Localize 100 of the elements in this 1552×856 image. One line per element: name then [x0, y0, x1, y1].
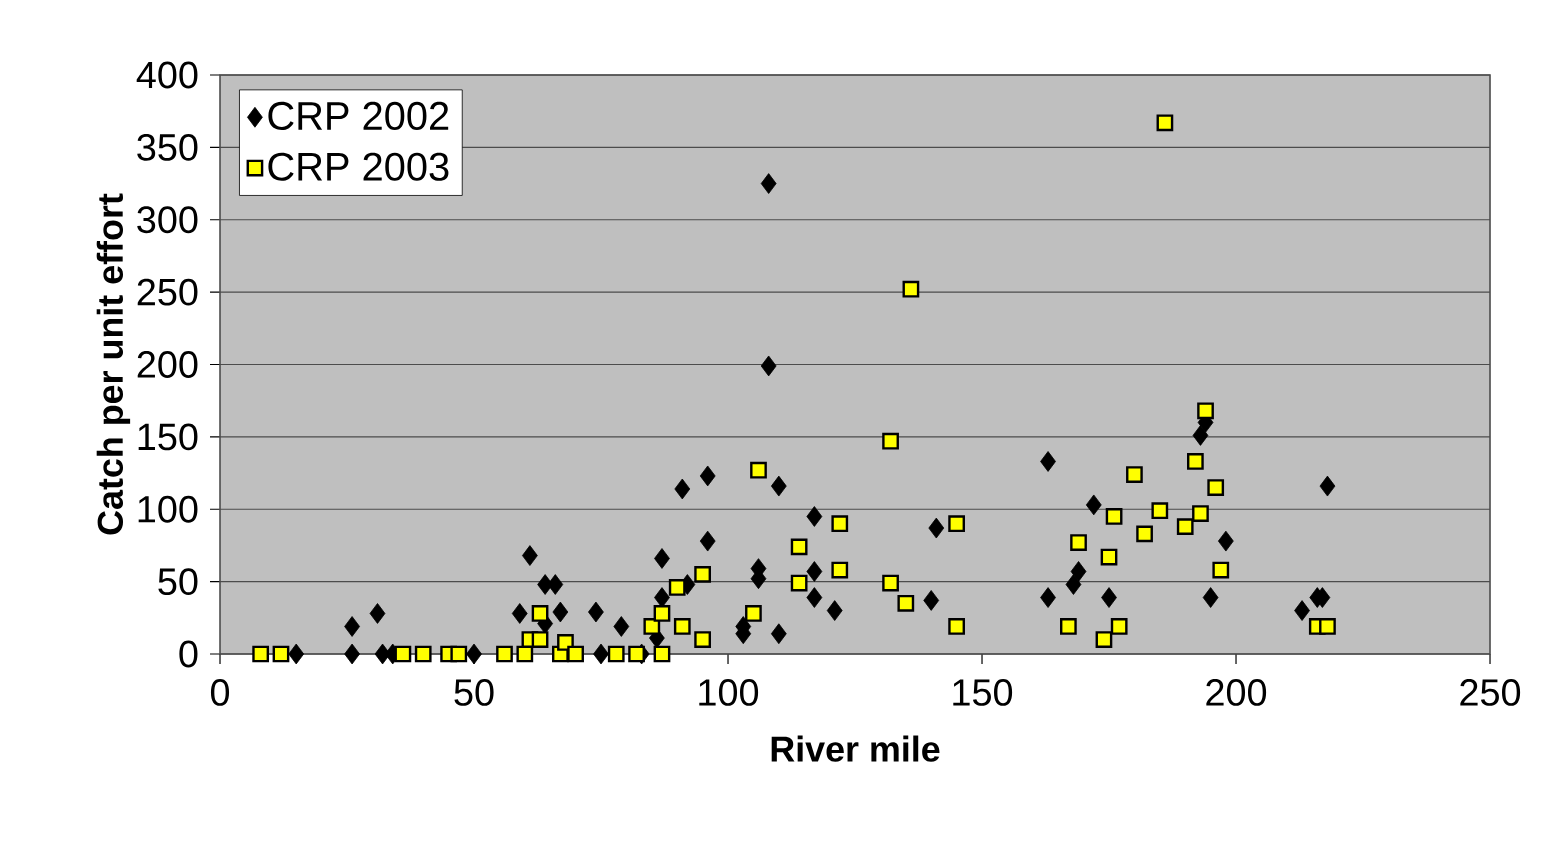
point [826, 600, 843, 621]
x-tick-label: 50 [454, 679, 494, 706]
point [923, 590, 940, 611]
point [588, 601, 604, 623]
point [1192, 425, 1209, 446]
point [882, 432, 899, 450]
x-tick-label: 150 [953, 679, 1013, 706]
point [344, 643, 360, 665]
point [1100, 548, 1118, 566]
point [643, 618, 661, 635]
point [831, 515, 849, 533]
point [1085, 494, 1102, 516]
point [1319, 618, 1336, 635]
point [516, 645, 534, 663]
point [745, 605, 762, 622]
y-tick-label: 150 [138, 423, 198, 451]
point [674, 478, 691, 500]
point [806, 561, 823, 582]
point [750, 461, 767, 479]
point [654, 548, 670, 569]
legend-label: CRP 2003 [268, 152, 449, 181]
point [522, 545, 538, 566]
point [252, 645, 270, 663]
point [1070, 534, 1087, 551]
point [567, 645, 584, 663]
y-tick-label: 350 [137, 133, 198, 161]
y-tick-label: 200 [137, 351, 198, 378]
point [948, 618, 965, 635]
y-tick-label: 250 [137, 278, 198, 306]
point [496, 645, 513, 663]
point [654, 587, 670, 608]
point [1095, 631, 1113, 648]
point [607, 645, 625, 663]
point [1319, 475, 1336, 497]
point [806, 587, 823, 608]
x-tick-label: 0 [210, 679, 230, 706]
point [760, 173, 777, 194]
point [511, 603, 528, 624]
point [948, 515, 965, 533]
x-tick-label: 100 [699, 679, 759, 706]
point [450, 645, 468, 663]
point [1070, 561, 1087, 582]
point [1294, 600, 1310, 621]
point [1176, 518, 1194, 535]
point [531, 631, 549, 648]
y-tick-label: 100 [138, 495, 198, 523]
point [897, 594, 915, 612]
point [1197, 402, 1214, 420]
point [770, 475, 787, 497]
point [531, 605, 549, 622]
point [613, 616, 630, 637]
point [1151, 502, 1169, 520]
point [1212, 561, 1230, 579]
point [790, 538, 808, 556]
point [1105, 508, 1123, 525]
point [288, 643, 305, 665]
point [1060, 618, 1077, 635]
point [760, 355, 777, 377]
point [668, 579, 686, 596]
point [699, 465, 716, 487]
point [1217, 530, 1234, 552]
point [552, 601, 569, 623]
point [272, 645, 290, 663]
point [1156, 114, 1174, 132]
point [394, 645, 412, 663]
point [593, 643, 609, 665]
y-tick-label: 50 [158, 568, 198, 596]
point [902, 280, 920, 298]
y-axis-title: Catch per unit effort [96, 193, 131, 535]
point [1065, 574, 1082, 595]
point [653, 645, 671, 663]
point [831, 561, 849, 579]
point [790, 574, 808, 592]
point [344, 616, 360, 637]
point [1202, 587, 1219, 608]
point [1187, 453, 1204, 470]
point [628, 645, 645, 663]
point [1040, 587, 1056, 608]
point [414, 645, 432, 663]
point [1110, 618, 1128, 635]
point [1207, 479, 1225, 496]
point [699, 530, 716, 552]
point [1040, 451, 1056, 472]
point [1192, 505, 1209, 522]
point [1101, 587, 1117, 608]
point [466, 643, 482, 665]
y-tick-label: 0 [179, 640, 198, 668]
point [882, 574, 899, 592]
y-tick-label: 300 [137, 206, 198, 234]
point [928, 517, 945, 539]
point [673, 618, 691, 635]
legend-label: CRP 2002 [268, 101, 449, 131]
point [1126, 466, 1143, 483]
point [1136, 525, 1153, 543]
point [806, 506, 823, 527]
point [547, 574, 564, 595]
point [770, 623, 787, 645]
y-tick-label: 400 [136, 61, 198, 89]
x-tick-label: 200 [1206, 679, 1267, 706]
x-axis-title: River mile [771, 735, 940, 762]
